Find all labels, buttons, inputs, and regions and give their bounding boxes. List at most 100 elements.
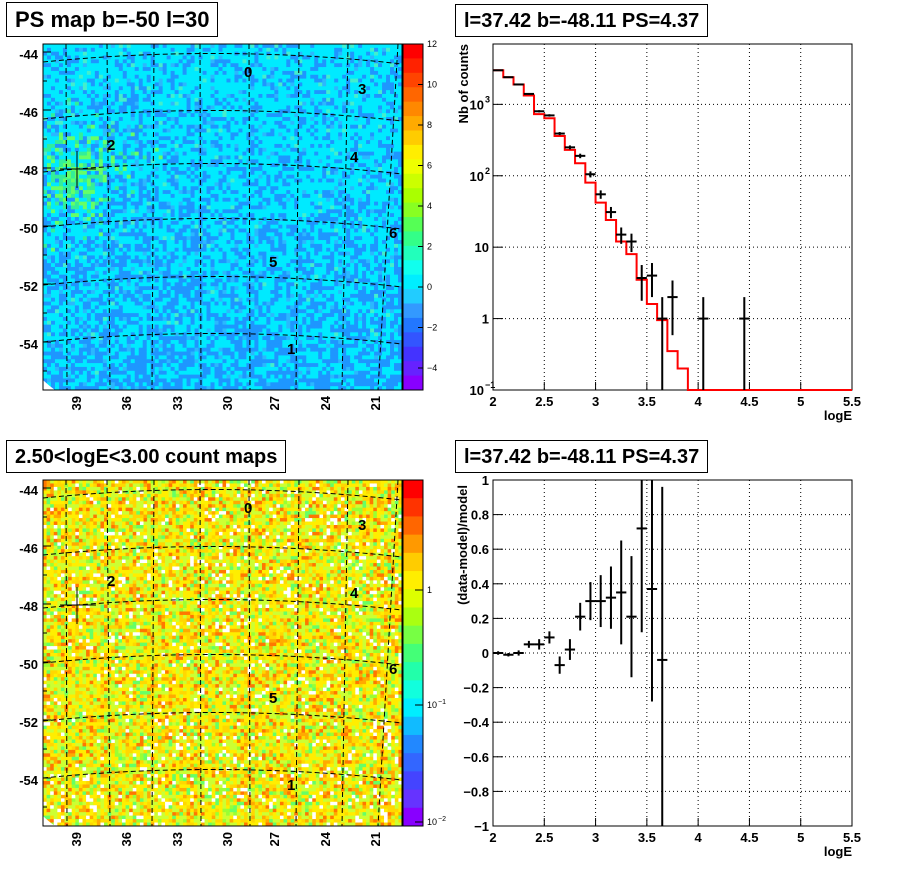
y-tick-label: -48 xyxy=(19,599,38,614)
x-tick-label: 3 xyxy=(592,394,599,409)
source-label-1: 1 xyxy=(287,777,295,794)
ps-map-panel: 0 1 2 3 4 5 6 -44 -46 -48 -50 -52 -54 39 36 33 30 27 24 21 1… xyxy=(0,0,449,436)
x-tick-label: 36 xyxy=(119,396,134,410)
data-point xyxy=(564,145,576,150)
colorbar-tick-label: −4 xyxy=(427,363,437,373)
x-tick-label: 5 xyxy=(797,394,804,409)
residual-point xyxy=(523,640,535,648)
y-tick-label: 1 xyxy=(482,312,489,327)
colorbar-bin xyxy=(403,680,423,700)
data-point xyxy=(493,69,504,72)
ps-map-graticule xyxy=(42,43,403,391)
source-label-1: 1 xyxy=(287,341,295,358)
y-tick-label: 0.8 xyxy=(471,508,489,523)
data-point xyxy=(616,227,627,244)
source-label-0: 0 xyxy=(244,500,252,517)
y-tick-label: -52 xyxy=(19,715,38,730)
colorbar-bin xyxy=(403,734,423,754)
x-tick-label: 27 xyxy=(267,832,282,846)
y-tick-label: 10 xyxy=(470,383,484,398)
colorbar-tick-label: 0 xyxy=(427,282,432,292)
colorbar-bin xyxy=(403,58,423,74)
source-label-5: 5 xyxy=(269,690,277,707)
x-tick-label: 4 xyxy=(695,830,703,845)
x-tick-label: 24 xyxy=(318,831,333,846)
data-point xyxy=(626,233,637,253)
residual-point xyxy=(585,582,596,621)
x-tick-label: 5.5 xyxy=(843,394,861,409)
data-point xyxy=(554,132,565,136)
colorbar-bin xyxy=(403,498,423,517)
colorbar-bin xyxy=(403,589,423,608)
colorbar-tick-label: 10 xyxy=(427,700,437,710)
colorbar-bin xyxy=(403,144,423,160)
colorbar-bin xyxy=(403,480,423,499)
longitude-line xyxy=(106,479,111,827)
x-tick-label: 21 xyxy=(368,396,383,410)
y-tick-exponent: 3 xyxy=(485,94,490,104)
colorbar-bin xyxy=(403,534,423,554)
y-tick-label: -54 xyxy=(19,773,39,788)
colorbar-tick-label: 1 xyxy=(427,585,432,595)
colorbar-tick-exponent: −2 xyxy=(438,816,446,823)
data-point xyxy=(595,190,606,199)
colorbar-bin xyxy=(403,698,423,718)
data-point xyxy=(534,110,545,113)
latitude-line xyxy=(42,332,403,345)
cnt-colorbar-frame xyxy=(402,479,424,827)
colorbar-bin xyxy=(403,231,423,247)
longitude-line xyxy=(65,43,68,391)
x-tick-label: 2 xyxy=(489,394,496,409)
y-tick-label: -54 xyxy=(19,337,39,352)
x-tick-label: 4 xyxy=(695,394,703,409)
longitude-line xyxy=(151,43,155,391)
x-tick-label: 3 xyxy=(592,830,599,845)
source-label-4: 4 xyxy=(350,585,359,602)
data-point xyxy=(585,171,596,178)
colorbar-tick-exponent: −1 xyxy=(438,699,446,706)
colorbar-tick-label: −2 xyxy=(427,323,437,333)
colorbar-bin xyxy=(403,188,423,204)
y-tick-label: -50 xyxy=(19,221,38,236)
y-tick-label: 10 xyxy=(470,169,484,184)
y-tick-label: −1 xyxy=(474,819,489,834)
source-label-2: 2 xyxy=(107,573,115,590)
colorbar-bin xyxy=(403,159,423,175)
cnt-map-frame xyxy=(42,479,403,827)
y-tick-label: -44 xyxy=(19,483,39,498)
ps-colorbar xyxy=(403,44,423,391)
x-axis-label: logE xyxy=(824,844,852,859)
spectrum-frame xyxy=(492,43,853,391)
x-tick-label: 4.5 xyxy=(740,394,758,409)
latitude-line xyxy=(42,52,403,65)
colorbar-bin xyxy=(403,116,423,131)
x-tick-label: 30 xyxy=(220,832,235,846)
spectrum-title: l=37.42 b=-48.11 PS=4.37 xyxy=(455,4,709,37)
x-tick-label: 39 xyxy=(69,832,84,846)
source-label-6: 6 xyxy=(389,661,397,678)
x-tick-label: 2.5 xyxy=(535,394,553,409)
data-point xyxy=(503,76,514,79)
y-tick-label: -46 xyxy=(19,105,38,120)
x-tick-label: 39 xyxy=(69,396,84,410)
longitude-line xyxy=(199,43,202,391)
colorbar-bin xyxy=(403,173,423,189)
data-point xyxy=(544,114,555,117)
colorbar-bin xyxy=(403,552,423,572)
colorbar-bin xyxy=(403,101,423,117)
y-tick-label: 0.6 xyxy=(471,542,489,557)
y-tick-exponent: −1 xyxy=(485,380,495,390)
residual-point xyxy=(636,480,647,633)
colorbar-tick-label: 8 xyxy=(427,120,432,130)
residual-point xyxy=(605,566,617,629)
colorbar-bin xyxy=(403,289,423,304)
x-axis-label: logE xyxy=(824,408,852,423)
spectrum-panel: 2 2.5 3 3.5 4 4.5 5 5.5 10 −1 1 10 10 2 10 3 logE Nb of c… xyxy=(449,0,898,436)
y-tick-label: −0.4 xyxy=(463,715,489,730)
cnt-colorbar xyxy=(403,480,423,827)
data-point xyxy=(646,263,658,298)
residual-point xyxy=(626,556,637,678)
colorbar-bin xyxy=(403,44,423,59)
data-point xyxy=(575,153,586,159)
